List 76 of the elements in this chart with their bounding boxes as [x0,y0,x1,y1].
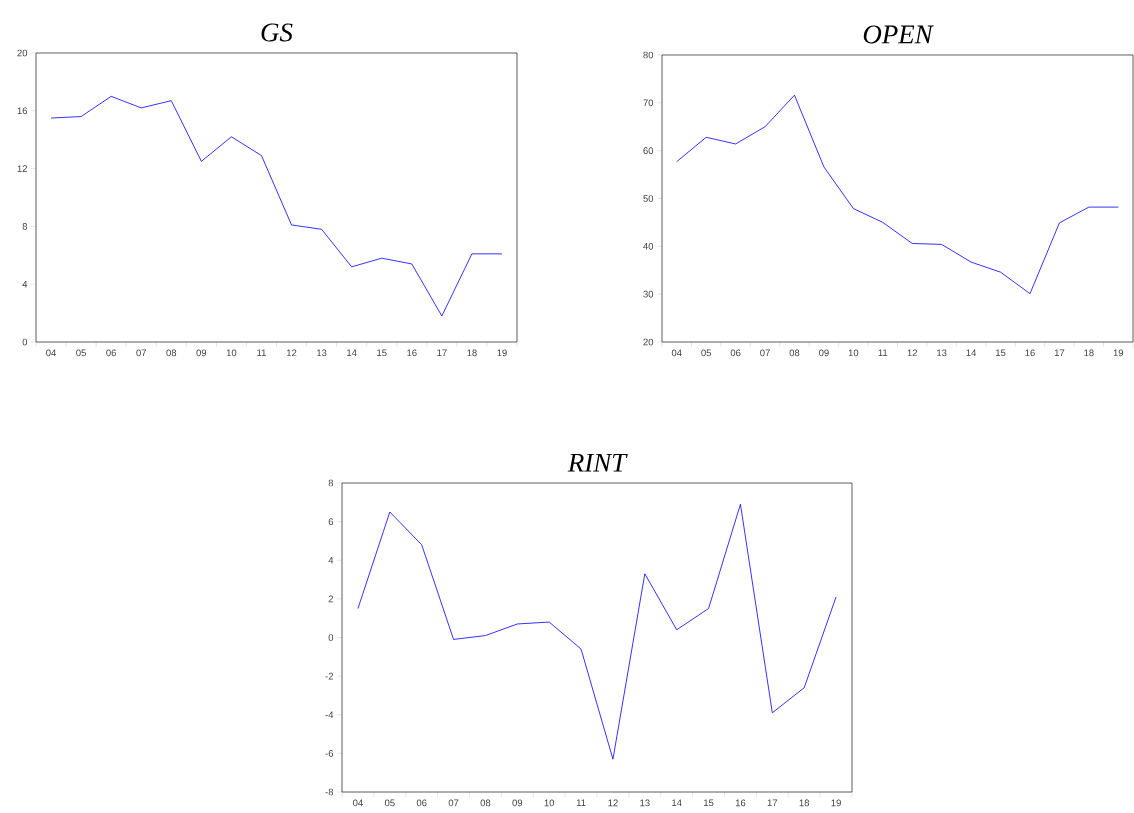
x-tick-label: 07 [448,799,459,807]
y-tick-label: 16 [17,107,28,115]
x-tick-label: 12 [608,799,618,807]
x-tick-label: 11 [257,349,266,357]
x-tick-label: 11 [878,349,888,357]
y-tick-label: -2 [325,672,334,680]
x-tick-label: 19 [1113,349,1124,357]
y-tick-label: 4 [328,556,334,564]
x-tick-label: 18 [1084,349,1094,357]
chart-title: RINT [567,453,628,472]
y-tick-label: 6 [328,518,334,525]
y-tick-label: -6 [325,750,334,757]
y-tick-label: 2 [328,595,334,603]
x-tick-label: 05 [384,799,395,807]
y-tick-label: 60 [643,147,654,155]
x-tick-label: 16 [735,799,746,807]
x-tick-label: 15 [377,349,387,357]
x-tick-label: 14 [347,349,357,357]
x-tick-label: 10 [544,799,555,807]
x-tick-label: 04 [353,799,363,807]
y-tick-label: 4 [22,280,28,288]
y-tick-label: 0 [328,634,334,641]
x-tick-label: 17 [1054,349,1065,357]
x-tick-label: 04 [671,349,682,357]
x-tick-label: 14 [672,799,682,807]
x-tick-label: 05 [701,349,712,357]
x-tick-label: 08 [166,349,177,357]
x-tick-label: 09 [196,349,207,357]
line-series [357,503,837,760]
x-tick-label: 04 [46,349,57,357]
x-tick-label: 12 [907,349,918,357]
x-tick-label: 17 [437,349,447,357]
x-tick-label: 05 [76,349,86,357]
y-tick-label: -4 [325,711,334,719]
x-tick-label: 13 [640,799,650,807]
x-tick-label: 14 [966,349,977,357]
x-tick-label: 09 [819,349,829,357]
x-tick-label: 13 [937,349,947,357]
x-tick-label: 07 [136,349,147,357]
x-tick-label: 07 [760,349,770,357]
y-tick-label: 50 [643,195,654,202]
y-tick-label: 30 [643,290,654,298]
y-tick-label: 70 [643,99,654,107]
y-tick-label: 80 [643,51,654,59]
x-tick-label: 08 [789,349,800,357]
x-tick-label: 16 [407,349,417,357]
x-tick-label: 12 [286,349,297,357]
x-tick-label: 10 [226,349,237,357]
x-tick-label: 06 [416,799,427,807]
y-tick-label: 20 [17,49,28,57]
chart-title: OPEN [863,25,934,44]
y-tick-label: 8 [22,223,28,230]
x-tick-label: 11 [576,799,586,807]
x-tick-label: 06 [106,349,116,357]
y-tick-label: -8 [325,788,334,796]
x-tick-label: 19 [831,799,841,807]
x-tick-label: 18 [799,799,810,807]
x-tick-label: 09 [512,799,523,807]
y-tick-label: 0 [22,338,28,346]
chart-title: GS [261,23,293,42]
y-tick-label: 8 [328,479,334,487]
line-series [676,94,1119,295]
x-tick-label: 17 [767,799,778,807]
x-tick-label: 18 [467,349,477,357]
y-tick-label: 12 [17,165,28,172]
line-series [50,95,503,317]
x-tick-label: 15 [996,349,1006,357]
x-tick-label: 08 [480,799,491,807]
x-tick-label: 13 [317,349,327,357]
x-tick-label: 10 [848,349,859,357]
x-tick-label: 19 [497,349,507,357]
x-tick-label: 16 [1025,349,1035,357]
y-tick-label: 20 [643,338,654,346]
x-tick-label: 15 [704,799,714,807]
x-tick-label: 06 [730,349,741,357]
y-tick-label: 40 [643,242,654,250]
